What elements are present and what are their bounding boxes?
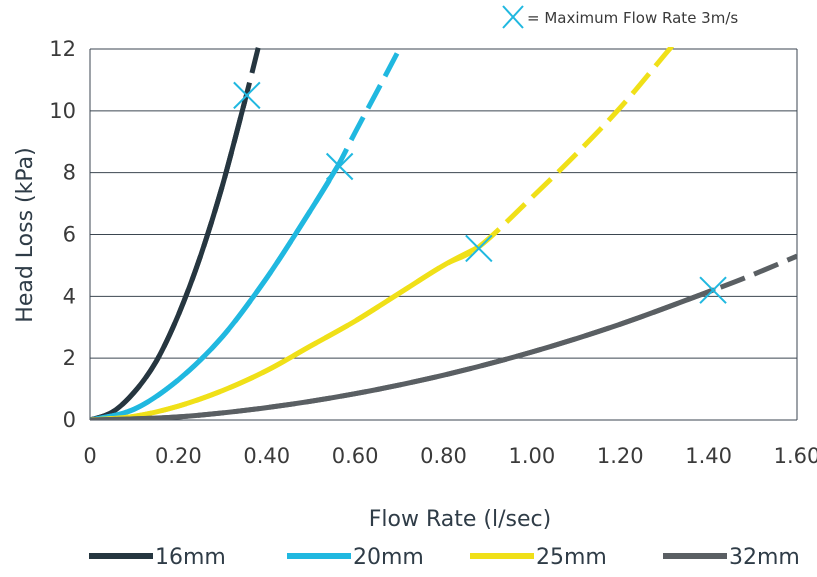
x-tick-label: 0.20 <box>155 444 202 468</box>
series-line-dashed <box>90 47 675 420</box>
series-20mm <box>90 47 404 420</box>
series-32mm <box>90 253 797 420</box>
series-layer <box>90 47 797 420</box>
y-tick-label: 6 <box>63 223 76 247</box>
x-tick-label: 0 <box>83 444 96 468</box>
x-tick-label: 0.80 <box>420 444 467 468</box>
series-line-solid <box>90 164 340 420</box>
x-axis-title: Flow Rate (l/sec) <box>369 507 551 532</box>
marker-layer <box>233 81 727 304</box>
series-line-solid <box>90 244 482 420</box>
y-tick-label: 2 <box>63 346 76 370</box>
y-tick-label: 0 <box>63 408 76 432</box>
max-flow-marker <box>325 152 354 181</box>
max-flow-cross-icon <box>502 5 524 29</box>
legend-label: 20mm <box>353 545 424 570</box>
x-tick-label: 1.00 <box>508 444 555 468</box>
series-line-dashed <box>90 253 797 420</box>
x-tick-label: 0.60 <box>332 444 379 468</box>
x-tick-label: 1.60 <box>774 444 817 468</box>
tick-layer: 0 2 4 6 8 10 12 0 0.20 0.40 0.60 0.80 1.00 1.20 1.40 1.… <box>49 37 817 468</box>
max-flow-marker <box>699 276 727 304</box>
legend: 16mm 20mm 25mm 32mm <box>89 545 800 570</box>
legend-item-20mm: 20mm <box>287 545 424 570</box>
x-tick-label: 0.40 <box>243 444 290 468</box>
y-tick-label: 4 <box>63 284 76 308</box>
y-axis-title: Head Loss (kPa) <box>13 147 38 322</box>
legend-item-32mm: 32mm <box>663 545 800 570</box>
max-flow-marker <box>465 234 493 263</box>
series-line-solid <box>90 287 716 420</box>
max-flow-note-label: = Maximum Flow Rate 3m/s <box>527 9 738 27</box>
max-flow-marker <box>233 81 261 110</box>
series-line-dashed <box>90 47 261 420</box>
y-tick-label: 10 <box>49 99 76 123</box>
y-tick-label: 12 <box>49 37 76 61</box>
legend-item-16mm: 16mm <box>89 545 226 570</box>
series-25mm <box>90 47 675 420</box>
legend-label: 25mm <box>536 545 607 570</box>
legend-label: 32mm <box>729 545 800 570</box>
legend-label: 16mm <box>155 545 226 570</box>
series-line-solid <box>90 99 248 420</box>
y-tick-label: 8 <box>63 161 76 185</box>
max-flow-note: = Maximum Flow Rate 3m/s <box>502 5 738 29</box>
legend-item-25mm: 25mm <box>470 545 607 570</box>
x-tick-label: 1.40 <box>685 444 732 468</box>
x-tick-label: 1.20 <box>597 444 644 468</box>
series-16mm <box>90 47 261 420</box>
